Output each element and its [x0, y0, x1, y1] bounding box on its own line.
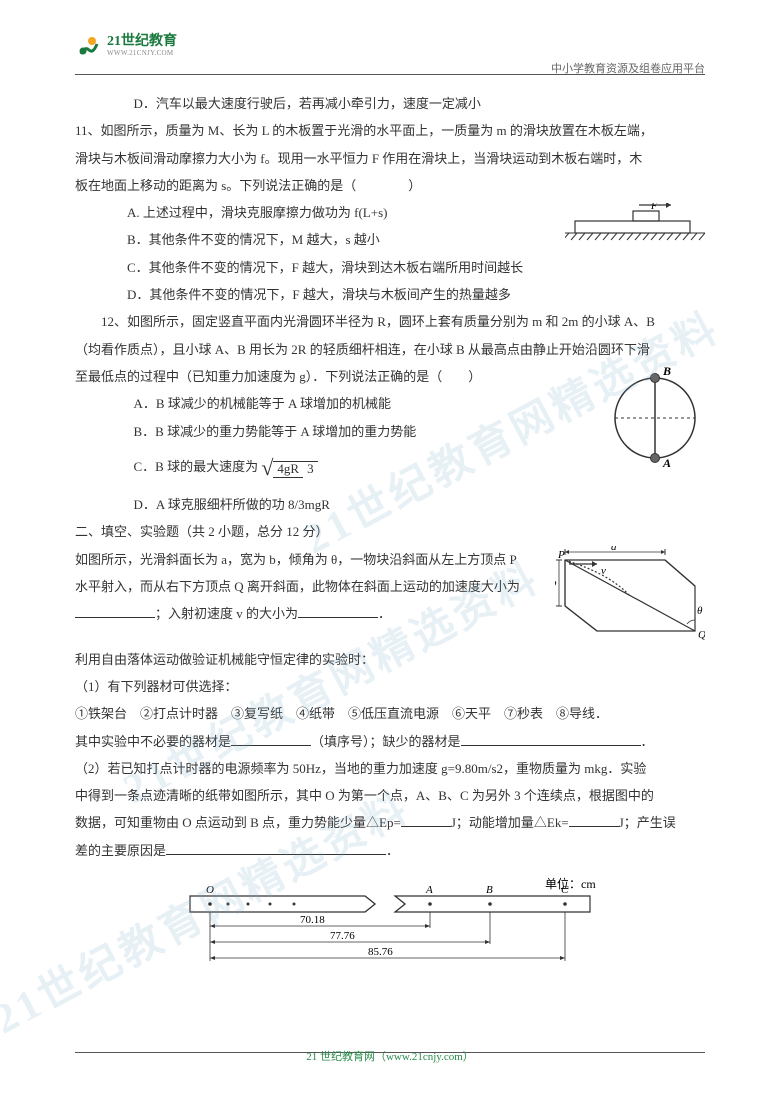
text: 数据，可知重物由 O 点运动到 B 点，重力势能少量△Ep=	[75, 815, 401, 830]
q11-stem: 11、如图所示，质量为 M、长为 L 的木板置于光滑的水平面上，一质量为 m 的…	[75, 117, 705, 144]
svg-text:77.76: 77.76	[330, 930, 355, 942]
frac-den: 3	[303, 460, 318, 477]
q11-stem: 板在地面上移动的距离为 s。下列说法正确的是（ ）	[75, 172, 705, 199]
logo-icon	[75, 32, 103, 60]
header-right-text: 中小学教育资源及组卷应用平台	[551, 58, 705, 81]
blank-field[interactable]	[461, 730, 641, 746]
text: ．	[641, 734, 654, 749]
q12-stem: 12、如图所示，固定竖直平面内光滑圆环半径为 R，圆环上套有质量分别为 m 和 …	[75, 308, 705, 335]
header-logo: 21世纪教育 WWW.21CNJY.COM	[75, 32, 177, 60]
svg-text:v: v	[601, 565, 606, 577]
text: ．	[378, 606, 391, 621]
q10-option-d: D．汽车以最大速度行驶后，若再减小牵引力，速度一定减小	[75, 90, 705, 117]
blank-field[interactable]	[569, 812, 619, 828]
blank-field[interactable]	[231, 730, 311, 746]
text: J；产生误	[619, 815, 676, 830]
q11-option-c: C．其他条件不变的情况下，F 越大，滑块到达木板右端所用时间越长	[75, 254, 705, 281]
formula: √4gR3	[261, 445, 317, 491]
svg-text:Q: Q	[698, 629, 705, 641]
text: 其中实验中不必要的器材是	[75, 734, 231, 749]
text: ．	[386, 843, 399, 858]
q12-option-d: D．A 球克服细杆所做的功 8/3mgR	[75, 491, 705, 518]
svg-text:C: C	[561, 884, 569, 896]
header-divider	[75, 74, 705, 75]
footer-text: 21 世纪教育网（www.21cnjy.com）	[0, 1046, 780, 1069]
svg-text:A: A	[425, 884, 433, 896]
q11-stem: 滑块与木板间滑动摩擦力大小为 f。现用一水平恒力 F 作用在滑块上，当滑块运动到…	[75, 145, 705, 172]
svg-text:B: B	[486, 884, 493, 896]
svg-text:a: a	[611, 546, 617, 553]
q12-figure: B A	[605, 363, 705, 473]
q14-line: 数据，可知重物由 O 点运动到 B 点，重力势能少量△Ep= J；动能增加量△Ek…	[75, 809, 705, 836]
q14-tape-figure: 单位：cm O A B C 70.18 77.76 85.76	[170, 876, 610, 976]
logo-sub-text: WWW.21CNJY.COM	[107, 50, 177, 58]
svg-text:b: b	[555, 577, 557, 589]
q11-figure: F	[565, 203, 705, 243]
q13-figure: P Q a b v θ	[555, 546, 705, 646]
text: （填序号）；缺少的器材是	[311, 734, 461, 749]
section-2-title: 二、填空、实验题（共 2 小题，总分 12 分）	[75, 518, 705, 545]
svg-text:P: P	[557, 549, 565, 561]
q14-line: 中得到一条点迹清晰的纸带如图所示，其中 O 为第一个点，A、B、C 为另外 3 …	[75, 782, 705, 809]
svg-text:85.76: 85.76	[368, 946, 393, 958]
q14-line: ①铁架台 ②打点计时器 ③复写纸 ④纸带 ⑤低压直流电源 ⑥天平 ⑦秒表 ⑧导线…	[75, 700, 705, 727]
svg-text:O: O	[206, 884, 214, 896]
q14-line: 差的主要原因是 ．	[75, 837, 705, 864]
q14-line: （2）若已知打点计时器的电源频率为 50Hz，当地的重力加速度 g=9.80m/…	[75, 755, 705, 782]
q14-line: 其中实验中不必要的器材是 （填序号）；缺少的器材是 ．	[75, 728, 705, 755]
q14-line: （1）有下列器材可供选择：	[75, 673, 705, 700]
svg-text:B: B	[662, 364, 671, 378]
q14-line: 利用自由落体运动做验证机械能守恒定律的实验时：	[75, 646, 705, 673]
svg-text:F: F	[650, 203, 658, 212]
svg-text:单位：cm: 单位：cm	[545, 876, 596, 891]
svg-text:θ: θ	[697, 605, 703, 617]
logo-main-text: 21世纪教育	[107, 34, 177, 49]
svg-text:A: A	[662, 456, 671, 470]
text: J；动能增加量△Ek=	[451, 815, 569, 830]
blank-field[interactable]	[166, 839, 386, 855]
text: 差的主要原因是	[75, 843, 166, 858]
svg-text:70.18: 70.18	[300, 914, 325, 926]
blank-field[interactable]	[75, 603, 155, 619]
q12-c-prefix: C．B 球的最大速度为	[134, 459, 259, 474]
q11-option-d: D．其他条件不变的情况下，F 越大，滑块与木板间产生的热量越多	[75, 281, 705, 308]
q12-stem: （均看作质点），且小球 A、B 用长为 2R 的轻质细杆相连，在小球 B 从最高…	[75, 336, 705, 363]
blank-field[interactable]	[298, 603, 378, 619]
text: ；入射初速度 v 的大小为	[155, 606, 298, 621]
frac-num: 4gR	[273, 460, 303, 478]
blank-field[interactable]	[401, 812, 451, 828]
